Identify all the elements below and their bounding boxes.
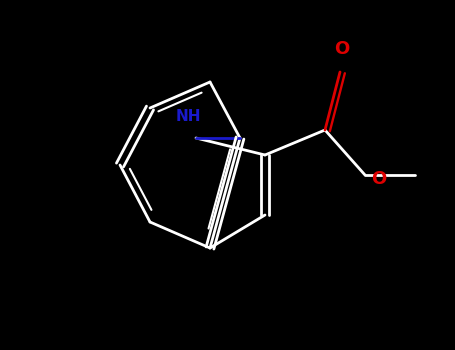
Text: NH: NH — [175, 109, 201, 124]
Text: O: O — [371, 170, 386, 188]
Text: O: O — [334, 40, 349, 58]
